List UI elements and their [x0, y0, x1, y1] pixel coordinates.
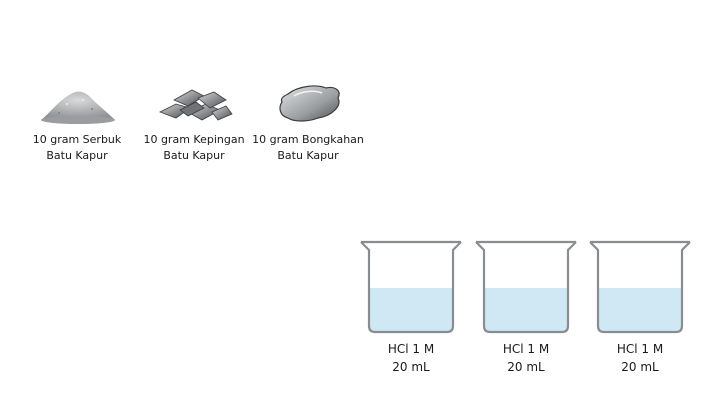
beaker-1-label: HCl 1 M 20 mL — [387, 342, 435, 374]
beaker-3: HCl 1 M 20 mL — [588, 238, 692, 376]
sample-flakes-label: 10 gram Kepingan Batu Kapur — [143, 133, 245, 162]
powder-pile-icon — [41, 91, 115, 124]
beaker-2-label: HCl 1 M 20 mL — [502, 342, 550, 374]
beaker-2: HCl 1 M 20 mL — [474, 238, 578, 376]
beaker-1: HCl 1 M 20 mL — [359, 238, 463, 376]
liquid-fill — [369, 288, 453, 332]
sample-flakes: 10 gram Kepingan Batu Kapur — [136, 82, 252, 164]
liquid-fill — [598, 288, 682, 332]
sample-chunk-label: 10 gram Bongkahan Batu Kapur — [252, 133, 364, 162]
sample-powder: 10 gram Serbuk Batu Kapur — [19, 82, 135, 164]
chunk-icon — [279, 85, 340, 122]
beaker-icon — [475, 240, 577, 334]
beaker-3-label: HCl 1 M 20 mL — [616, 342, 664, 374]
beaker-icon — [360, 240, 462, 334]
liquid-fill — [484, 288, 568, 332]
sample-powder-label: 10 gram Serbuk Batu Kapur — [32, 133, 122, 162]
flakes-icon — [159, 89, 233, 121]
sample-chunk: 10 gram Bongkahan Batu Kapur — [250, 82, 366, 164]
beaker-icon — [589, 240, 691, 334]
